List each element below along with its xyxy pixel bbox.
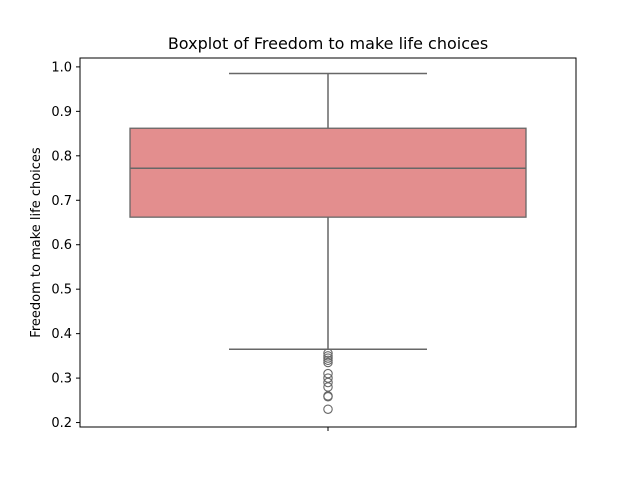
y-tick-label: 0.3 bbox=[51, 372, 72, 387]
y-tick-label: 0.9 bbox=[51, 105, 72, 120]
outlier-point bbox=[323, 392, 333, 402]
chart-title: Boxplot of Freedom to make life choices bbox=[168, 34, 488, 53]
y-tick-label: 0.5 bbox=[51, 283, 72, 298]
outlier-point bbox=[323, 355, 333, 366]
y-tick-label: 0.7 bbox=[51, 194, 72, 209]
y-tick-label: 0.8 bbox=[51, 149, 72, 164]
outlier-point bbox=[323, 351, 333, 361]
plot-area: 0.2 0.3 0.4 0.5 0.6 0.7 0.8 0.9 1.0 bbox=[51, 57, 577, 431]
y-tick-label: 0.4 bbox=[51, 327, 72, 342]
outlier-point bbox=[323, 377, 333, 388]
y-tick-label: 0.6 bbox=[51, 238, 72, 253]
outlier-point bbox=[323, 404, 333, 414]
outlier-point bbox=[323, 357, 333, 368]
y-axis-label: Freedom to make life choices bbox=[29, 147, 44, 338]
outlier-point bbox=[323, 348, 333, 358]
iqr-box bbox=[129, 127, 527, 218]
outlier-point bbox=[323, 353, 333, 363]
y-tick-label: 0.2 bbox=[51, 416, 72, 431]
y-tick-label: 1.0 bbox=[51, 60, 72, 75]
